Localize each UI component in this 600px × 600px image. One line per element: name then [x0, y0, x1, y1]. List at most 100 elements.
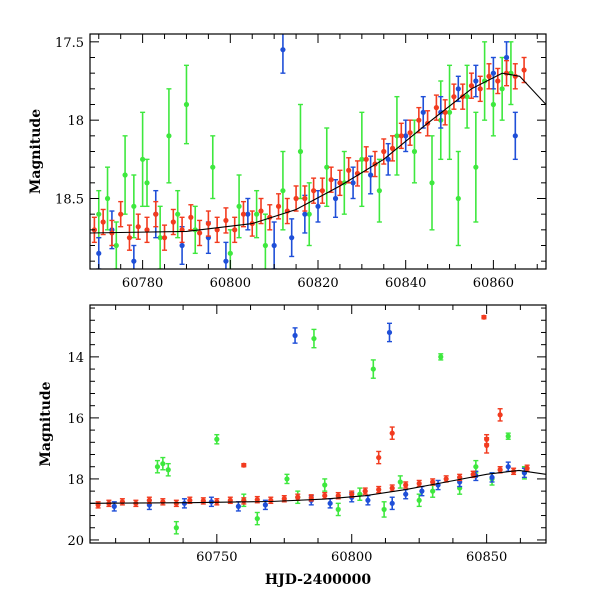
data-point — [96, 211, 102, 217]
data-point — [254, 211, 260, 217]
y-tick-label: 18.5 — [55, 193, 84, 208]
data-point — [153, 211, 159, 217]
x-tick-label: 60820 — [297, 276, 338, 291]
data-point — [376, 487, 382, 493]
data-point — [214, 227, 220, 233]
data-point — [173, 500, 179, 506]
data-point — [173, 525, 179, 531]
data-point — [223, 258, 229, 264]
data-point — [240, 211, 247, 217]
x-tick-label: 60800 — [210, 276, 251, 291]
data-point — [100, 219, 106, 225]
data-point — [470, 471, 476, 477]
data-point — [416, 497, 422, 503]
model-curve — [90, 469, 546, 504]
data-point — [160, 499, 166, 505]
data-point — [350, 180, 356, 186]
data-point — [505, 433, 511, 439]
data-point — [280, 188, 286, 194]
data-point — [144, 180, 150, 186]
data-point — [446, 109, 453, 115]
data-point — [281, 496, 287, 502]
data-point — [430, 479, 436, 485]
data-point — [443, 476, 449, 482]
data-point — [346, 167, 352, 173]
data-point — [473, 78, 479, 84]
data-point — [386, 329, 393, 336]
data-point — [175, 211, 181, 217]
data-point — [241, 498, 247, 504]
data-point — [183, 101, 190, 108]
y-tick-label: 18 — [67, 473, 84, 488]
data-point — [241, 462, 247, 468]
data-point — [289, 235, 295, 241]
data-point — [232, 227, 238, 233]
data-point — [306, 211, 312, 217]
data-point — [430, 488, 436, 494]
data-point — [126, 235, 133, 241]
data-point — [188, 214, 194, 220]
data-point — [328, 177, 334, 183]
data-point — [284, 476, 290, 482]
data-point — [154, 464, 161, 470]
data-point — [420, 109, 426, 115]
data-point — [499, 86, 505, 92]
data-point — [419, 488, 425, 494]
data-point — [455, 86, 461, 92]
data-point — [455, 195, 461, 202]
data-point — [140, 156, 146, 162]
data-point — [235, 503, 242, 509]
top-panel: 60780 60800 60820 60840 60860 17.5 18 18.5 Magni… — [28, 33, 547, 291]
data-point — [403, 482, 409, 488]
data-point — [490, 70, 496, 76]
data-point — [295, 494, 301, 500]
x-tick-label: 60840 — [385, 276, 426, 291]
data-point — [416, 117, 422, 123]
data-point — [131, 203, 137, 209]
data-point — [223, 217, 229, 224]
data-point — [524, 465, 530, 471]
data-point — [363, 156, 369, 162]
data-point — [179, 242, 185, 249]
data-point — [403, 133, 409, 139]
data-point — [322, 482, 328, 488]
data-point — [370, 366, 376, 372]
x-tick-label: 60850 — [466, 550, 507, 565]
data-point — [262, 242, 268, 249]
series-green — [96, 41, 514, 269]
data-point — [268, 497, 274, 503]
plot-area — [90, 34, 546, 269]
data-point — [464, 94, 470, 100]
data-point — [429, 180, 435, 186]
data-point — [368, 172, 374, 178]
data-point — [254, 497, 260, 503]
data-point — [144, 227, 150, 233]
data-point — [131, 258, 137, 264]
plot-area — [90, 314, 546, 535]
data-point — [205, 220, 211, 227]
data-point — [210, 164, 216, 170]
data-point — [389, 145, 396, 151]
data-point — [227, 250, 233, 256]
data-point — [165, 467, 171, 473]
data-point — [349, 491, 355, 497]
data-point — [394, 133, 400, 139]
data-point — [181, 500, 188, 506]
data-point — [489, 474, 495, 480]
data-point — [389, 485, 395, 491]
y-tick-label: 20 — [67, 534, 84, 549]
data-point — [335, 506, 341, 513]
data-point — [197, 230, 203, 236]
y-tick-label: 16 — [67, 412, 84, 427]
data-point — [362, 488, 368, 494]
data-point — [161, 235, 168, 241]
data-point — [451, 94, 457, 100]
data-point — [111, 503, 117, 509]
data-point — [166, 133, 172, 139]
data-point — [497, 412, 503, 418]
x-tick-label: 60780 — [122, 276, 163, 291]
series-blue — [111, 322, 528, 512]
plot-frame — [89, 304, 547, 544]
data-point — [280, 47, 286, 53]
data-point — [322, 493, 328, 499]
